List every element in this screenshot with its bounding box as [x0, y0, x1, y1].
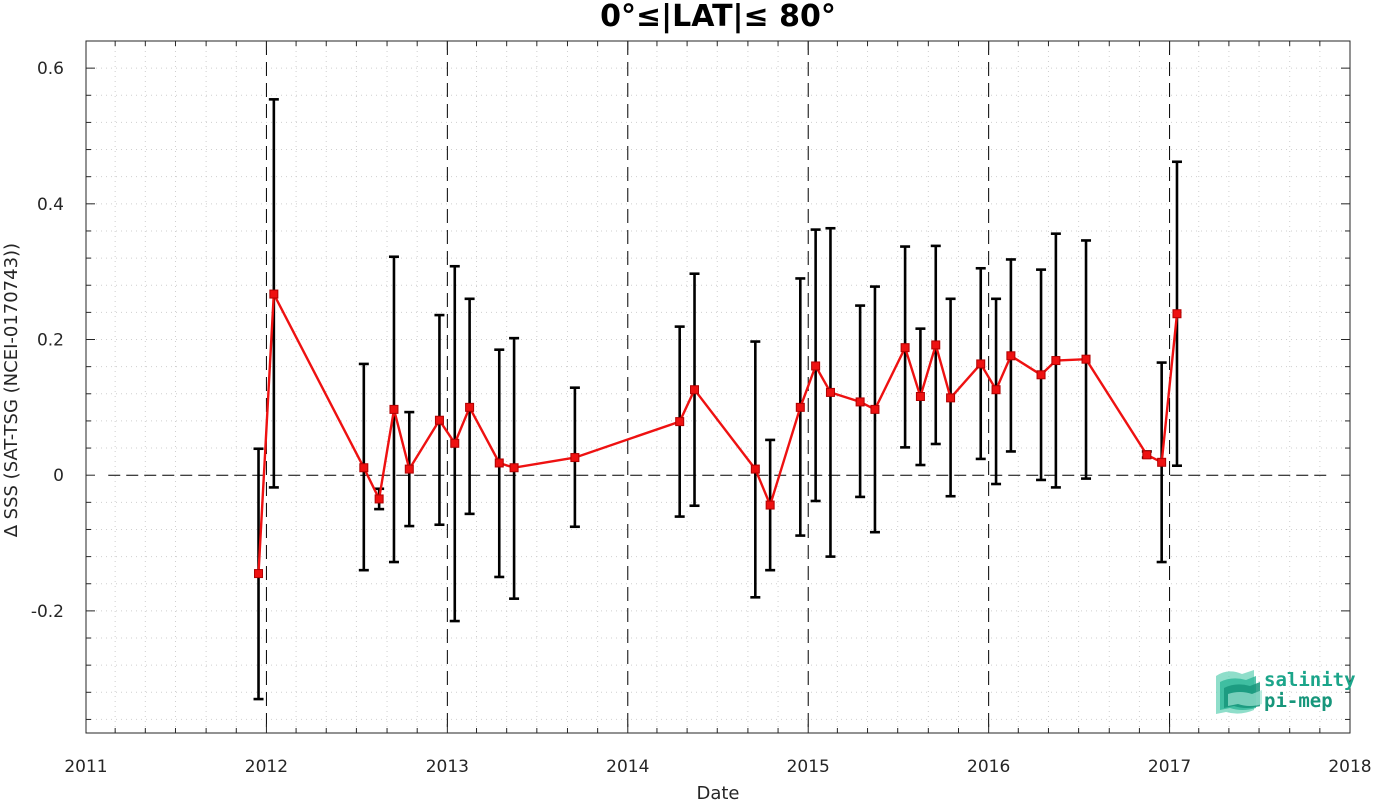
y-tick-label: 0.4 [37, 195, 64, 215]
axis-ticks [85, 41, 1351, 733]
chart-title: 0°≤|LAT|≤ 80° [600, 0, 836, 34]
x-tick-label: 2016 [967, 757, 1010, 777]
logo-text-pi-mep: pi-mep [1264, 690, 1333, 712]
data-point-marker [1006, 351, 1016, 361]
data-point-marker [1036, 370, 1046, 380]
y-tick-label: 0.6 [37, 59, 64, 79]
data-point-marker [1157, 457, 1167, 467]
x-axis-label: Date [696, 783, 739, 801]
series-markers [254, 289, 1182, 579]
data-point-marker [450, 438, 460, 448]
data-point-marker [900, 343, 910, 353]
data-point-marker [946, 393, 956, 403]
data-point-marker [1142, 450, 1152, 460]
plot-frame [85, 40, 1351, 734]
x-tick-label: 2013 [426, 757, 469, 777]
minor-grid [86, 41, 1350, 733]
y-tick-label: -0.2 [31, 602, 64, 622]
data-point-marker [675, 417, 685, 427]
y-tick-label: 0.2 [37, 331, 64, 351]
data-point-marker [1051, 356, 1061, 366]
data-point-marker [976, 359, 986, 369]
x-tick-label: 2017 [1148, 757, 1191, 777]
data-point-marker [825, 387, 835, 397]
data-point-marker [269, 289, 279, 299]
data-point-marker [389, 404, 399, 414]
data-point-marker [434, 415, 444, 425]
data-point-marker [991, 385, 1001, 395]
x-tick-labels: 2011 2012 2013 2014 2015 2016 2017 2018 [64, 757, 1371, 777]
data-point-marker [750, 464, 760, 474]
data-point-marker [1172, 309, 1182, 319]
salinity-pi-mep-logo: salinity pi-mep [1216, 669, 1356, 714]
data-point-marker [359, 463, 369, 473]
year-lines [265, 41, 1171, 733]
data-point-marker [404, 464, 414, 474]
x-tick-label: 2012 [245, 757, 288, 777]
error-bars [253, 98, 1182, 701]
logo-text-salinity: salinity [1264, 669, 1356, 691]
y-tick-labels: -0.2 0 0.2 0.4 0.6 [31, 59, 64, 622]
data-point-marker [931, 340, 941, 350]
data-point-marker [509, 463, 519, 473]
x-tick-label: 2014 [606, 757, 649, 777]
data-point-marker [855, 397, 865, 407]
y-axis-label: ∆ SSS (SAT-TSG (NCEI-0170743)) [1, 243, 22, 538]
data-point-marker [870, 404, 880, 414]
data-point-marker [795, 402, 805, 412]
logo-waves-icon [1216, 670, 1262, 714]
data-point-marker [254, 569, 264, 579]
data-point-marker [915, 391, 925, 401]
x-tick-label: 2018 [1328, 757, 1371, 777]
y-tick-label: 0 [53, 466, 64, 486]
data-point-marker [374, 494, 384, 504]
data-point-marker [811, 361, 821, 371]
data-point-marker [690, 385, 700, 395]
x-tick-label: 2011 [64, 757, 107, 777]
series-line [257, 289, 1179, 574]
data-point-marker [765, 500, 775, 510]
data-point-marker [465, 402, 475, 412]
x-tick-label: 2015 [787, 757, 830, 777]
data-point-marker [570, 453, 580, 463]
data-point-marker [1081, 354, 1091, 364]
data-point-marker [494, 458, 504, 468]
